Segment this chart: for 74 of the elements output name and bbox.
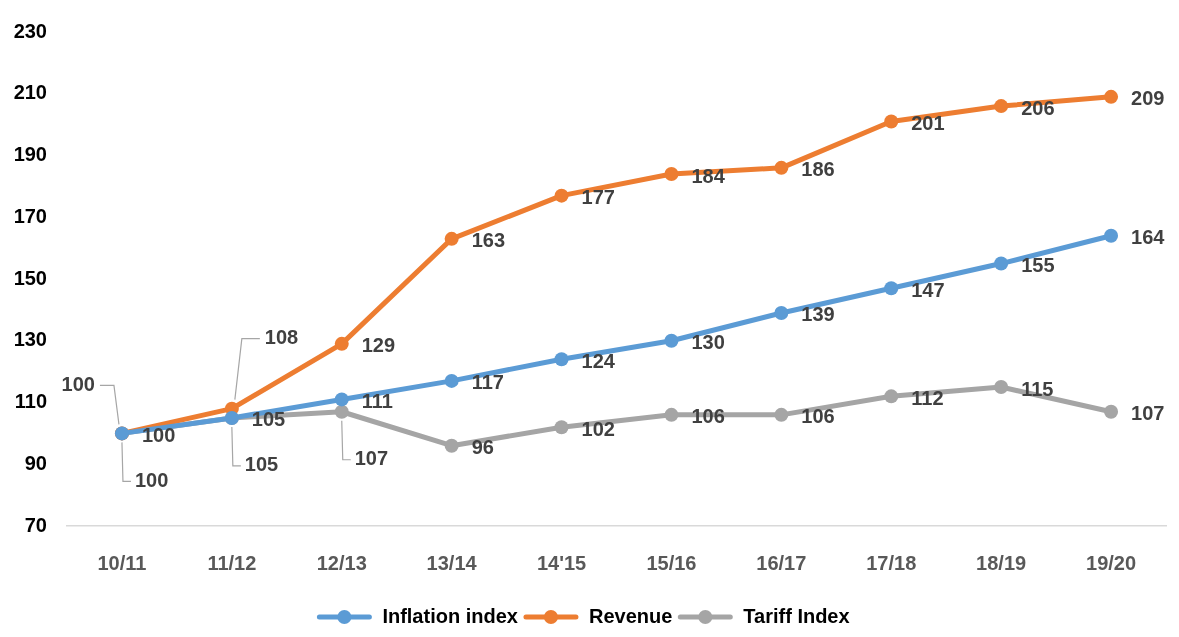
data-label: 163 bbox=[471, 229, 506, 252]
data-label: 105 bbox=[244, 453, 279, 476]
x-tick-label: 14'15 bbox=[536, 551, 587, 574]
x-tick-label: 17/18 bbox=[866, 551, 917, 574]
x-tick-label: 19/20 bbox=[1086, 551, 1137, 574]
data-label: 130 bbox=[691, 331, 725, 354]
x-tick-label: 11/12 bbox=[207, 551, 257, 574]
data-label: 112 bbox=[911, 386, 944, 409]
x-tick-label: 18/19 bbox=[976, 551, 1027, 574]
x-tick-label: 12/13 bbox=[316, 551, 367, 574]
data-label: 129 bbox=[361, 334, 396, 357]
data-label: 155 bbox=[1021, 254, 1055, 277]
point bbox=[884, 114, 899, 129]
data-label: 201 bbox=[911, 112, 945, 135]
data-label: 100 bbox=[141, 423, 176, 446]
x-tick-label: 16/17 bbox=[756, 551, 807, 574]
point bbox=[994, 380, 1009, 395]
point bbox=[444, 373, 459, 388]
data-label: 209 bbox=[1131, 87, 1165, 110]
x-tick-label: 10/11 bbox=[97, 551, 147, 574]
point bbox=[884, 281, 899, 296]
point bbox=[444, 231, 459, 246]
data-label: 100 bbox=[61, 372, 95, 395]
point bbox=[664, 407, 679, 422]
point bbox=[554, 420, 569, 435]
y-tick-label: 150 bbox=[13, 266, 47, 289]
point bbox=[334, 336, 349, 351]
data-label: 139 bbox=[801, 303, 835, 326]
data-label: 107 bbox=[354, 447, 389, 470]
legend-label: Tariff Index bbox=[743, 604, 850, 627]
x-tick-label: 15/16 bbox=[646, 551, 697, 574]
y-tick-label: 210 bbox=[13, 81, 47, 104]
point bbox=[774, 407, 789, 422]
data-label: 96 bbox=[471, 436, 494, 459]
point bbox=[334, 404, 349, 419]
point bbox=[664, 333, 679, 348]
data-label: 108 bbox=[264, 326, 299, 349]
y-tick-label: 110 bbox=[14, 390, 47, 413]
y-tick-label: 170 bbox=[13, 204, 47, 227]
point bbox=[554, 188, 569, 203]
point bbox=[554, 352, 569, 367]
data-label: 124 bbox=[581, 349, 616, 372]
data-label: 164 bbox=[1131, 226, 1166, 249]
point bbox=[884, 389, 899, 404]
x-tick-label: 13/14 bbox=[426, 551, 478, 574]
data-label: 111 bbox=[361, 389, 393, 412]
y-tick-label: 130 bbox=[13, 328, 47, 351]
point bbox=[1104, 228, 1119, 243]
y-tick-label: 90 bbox=[24, 451, 47, 474]
data-label: 186 bbox=[801, 158, 835, 181]
legend-label: Revenue bbox=[588, 604, 673, 627]
data-label: 147 bbox=[911, 278, 945, 301]
data-label: 102 bbox=[581, 417, 615, 440]
data-label: 107 bbox=[1131, 402, 1165, 425]
point bbox=[1104, 89, 1119, 104]
legend-label: Inflation index bbox=[382, 604, 518, 627]
data-label: 115 bbox=[1021, 377, 1054, 400]
data-label: 117 bbox=[471, 371, 504, 394]
data-label: 106 bbox=[691, 405, 725, 428]
point bbox=[774, 305, 789, 320]
point bbox=[334, 392, 349, 407]
point bbox=[774, 160, 789, 175]
data-label: 100 bbox=[134, 468, 169, 491]
data-label: 177 bbox=[581, 186, 615, 209]
data-label: 106 bbox=[801, 405, 835, 428]
data-label: 105 bbox=[251, 408, 286, 431]
y-tick-label: 190 bbox=[13, 143, 47, 166]
point bbox=[664, 167, 679, 182]
point bbox=[994, 256, 1009, 271]
y-tick-label: 70 bbox=[24, 513, 47, 536]
point bbox=[1104, 404, 1119, 419]
y-tick-label: 230 bbox=[13, 19, 47, 42]
point bbox=[444, 438, 459, 453]
point bbox=[994, 99, 1009, 114]
